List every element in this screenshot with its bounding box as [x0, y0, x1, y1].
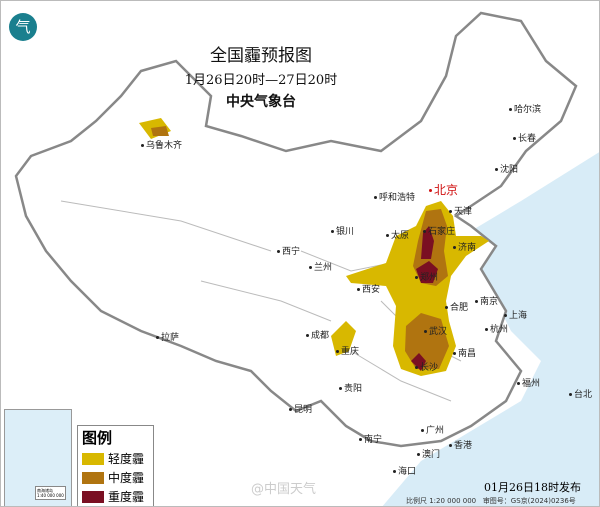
city-label: 台北: [569, 390, 592, 401]
swatch-heavy: [82, 490, 104, 503]
city-label: 石家庄: [423, 227, 455, 238]
city-label: 武汉: [424, 327, 447, 338]
city-label: 呼和浩特: [374, 193, 415, 204]
city-label: 昆明: [289, 405, 312, 416]
legend-title: 图例: [82, 429, 113, 447]
city-label: 银川: [331, 227, 354, 238]
legend-item-moderate: 中度霾: [82, 469, 153, 486]
city-label: 西宁: [277, 247, 300, 258]
swatch-light: [82, 452, 104, 465]
issued-time: 01月26日18时发布: [484, 481, 581, 494]
watermark: @中国天气: [251, 482, 317, 497]
legend-label: 中度霾: [108, 471, 145, 485]
city-label: 贵阳: [339, 384, 362, 395]
city-label: 杭州: [485, 325, 508, 336]
city-label: 南京: [475, 297, 498, 308]
city-label: 香港: [449, 441, 472, 452]
legend-item-light: 轻度霾: [82, 450, 153, 467]
city-label: 广州: [421, 426, 444, 437]
scale-text: 比例尺 1:20 000 000: [406, 497, 477, 505]
inset-name: 南海诸岛: [37, 488, 53, 493]
city-label: 海口: [393, 467, 416, 478]
city-label: 澳门: [417, 450, 440, 461]
inset-label: 南海诸岛 1:40 000 000: [35, 486, 66, 500]
legend-label: 轻度霾: [108, 452, 145, 466]
city-label: 南昌: [453, 349, 476, 360]
cma-logo: 气: [9, 13, 37, 41]
city-label: 福州: [517, 379, 540, 390]
city-label: 乌鲁木齐: [141, 141, 182, 152]
map-title: 全国霾预报图: [210, 46, 312, 66]
swatch-moderate: [82, 471, 104, 484]
city-label: 哈尔滨: [509, 105, 541, 116]
city-label: 拉萨: [156, 333, 179, 344]
forecast-period: 1月26日20时—27日20时: [184, 73, 338, 88]
legend-item-heavy: 重度霾: [82, 488, 153, 505]
city-label: 重庆: [336, 347, 359, 358]
inset-scale: 1:40 000 000: [37, 493, 64, 498]
city-label: 天津: [449, 207, 472, 218]
south-china-sea-inset: 南海诸岛 1:40 000 000: [4, 409, 72, 506]
sea: [382, 152, 599, 506]
city-label: 南宁: [359, 435, 382, 446]
city-label: 沈阳: [495, 165, 518, 176]
province-boundaries: [60, 200, 462, 402]
city-label: 成都: [306, 331, 329, 342]
city-label: 西安: [357, 285, 380, 296]
city-label: 上海: [504, 311, 527, 322]
map-number: 审图号：GS京(2024)0236号: [482, 497, 576, 505]
legend: 图例 轻度霾 中度霾 重度霾: [77, 425, 154, 506]
light-haze-area: [139, 118, 489, 376]
issuing-org: 中央气象台: [226, 94, 296, 110]
city-label: 兰州: [309, 263, 332, 274]
legend-label: 重度霾: [108, 490, 145, 504]
moderate-haze-area: [151, 126, 449, 369]
city-label: 长春: [513, 134, 536, 145]
city-label: 济南: [453, 243, 476, 254]
city-label: 太原: [386, 231, 409, 242]
city-label: 长沙: [415, 363, 438, 374]
heavy-haze-area: [411, 226, 438, 371]
city-label: 郑州: [415, 273, 438, 284]
city-label: 合肥: [445, 303, 468, 314]
city-label: 北京: [429, 183, 458, 197]
scale-info: 比例尺 1:20 000 000 审图号：GS京(2024)0236号: [406, 497, 576, 505]
